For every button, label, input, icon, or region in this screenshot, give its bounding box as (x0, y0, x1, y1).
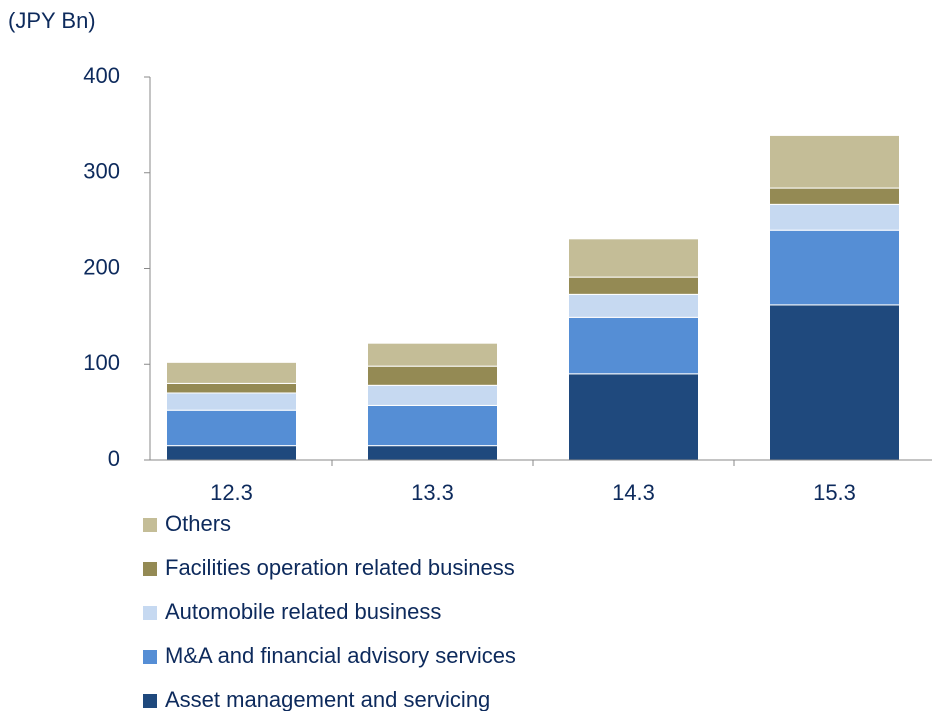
bar-segment (769, 304, 900, 461)
legend-label: M&A and financial advisory services (165, 643, 516, 668)
legend-swatch (143, 562, 157, 576)
legend-label: Asset management and servicing (165, 687, 490, 711)
legend-label: Others (165, 511, 231, 536)
bar-segment (367, 342, 498, 367)
bar-segment (166, 409, 297, 447)
bar-segment (769, 187, 900, 205)
legend-label: Facilities operation related business (165, 555, 515, 580)
bar-segment (166, 445, 297, 461)
y-tick-label: 200 (83, 254, 120, 279)
bar-segment (568, 316, 699, 375)
x-tick-label: 13.3 (411, 480, 454, 505)
bar-segment (568, 373, 699, 461)
bar-segment (166, 361, 297, 384)
x-tick-label: 12.3 (210, 480, 253, 505)
bar-segment (166, 392, 297, 411)
bar-segment (367, 384, 498, 406)
bar-segment (166, 382, 297, 394)
legend-label: Automobile related business (165, 599, 441, 624)
y-tick-label: 0 (108, 446, 120, 471)
bar-segment (568, 293, 699, 318)
y-tick-label: 300 (83, 159, 120, 184)
bar-segment (367, 365, 498, 386)
y-tick-label: 100 (83, 350, 120, 375)
legend-swatch (143, 650, 157, 664)
bar-segment (769, 229, 900, 306)
legend-swatch (143, 606, 157, 620)
legend-swatch (143, 518, 157, 532)
legend-swatch (143, 694, 157, 708)
x-tick-label: 15.3 (813, 480, 856, 505)
y-tick-label: 400 (83, 63, 120, 88)
bar-segment (568, 238, 699, 278)
bar-segment (769, 203, 900, 231)
bar-segment (367, 445, 498, 461)
x-tick-label: 14.3 (612, 480, 655, 505)
bar-segment (769, 134, 900, 189)
bar-segment (568, 276, 699, 295)
bar-segment (367, 404, 498, 447)
axis-unit: (JPY Bn) (8, 8, 96, 33)
